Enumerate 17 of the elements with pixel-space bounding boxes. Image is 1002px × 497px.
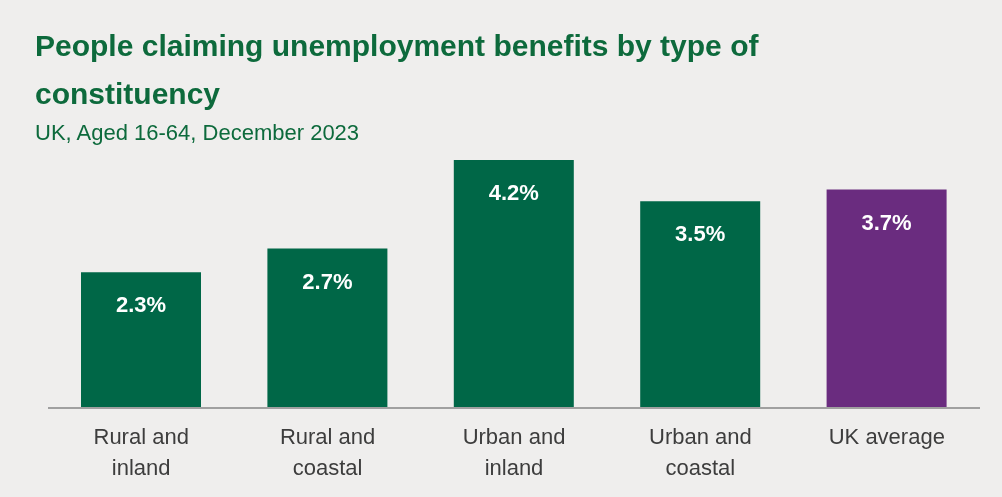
data-label: 3.5% xyxy=(675,221,726,247)
bar xyxy=(640,201,761,408)
bar xyxy=(81,272,201,408)
x-tick-label: Rural and coastal xyxy=(279,424,376,480)
chart-subtitle: UK, Aged 16-64, December 2023 xyxy=(35,120,360,146)
data-label: 2.3% xyxy=(115,292,167,318)
bar xyxy=(453,160,574,408)
bar xyxy=(826,189,947,408)
x-tick-label: Urban and coastal xyxy=(649,424,752,480)
data-label: 4.2% xyxy=(488,180,539,205)
bar xyxy=(267,248,388,408)
data-label: 3.7% xyxy=(861,209,912,235)
chart-title: People claiming unemployment benefits by type of constituency xyxy=(35,28,760,112)
x-tick-label: UK average xyxy=(828,424,945,449)
x-tick-label: Urban and inland xyxy=(462,424,566,480)
data-label: 2.7% xyxy=(302,268,353,294)
x-tick-label: Rural and inland xyxy=(93,424,189,480)
